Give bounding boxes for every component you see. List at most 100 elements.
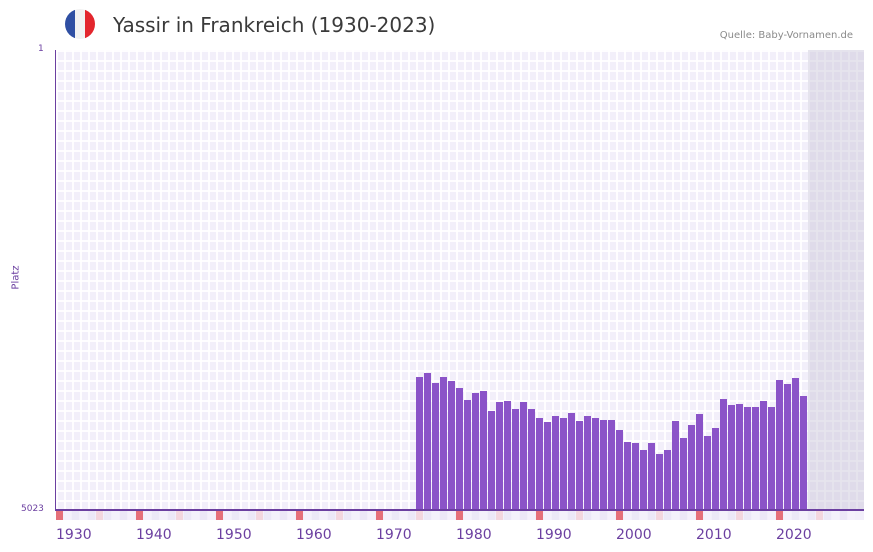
year-cell bbox=[232, 511, 239, 520]
y-axis-label: Platz bbox=[10, 265, 22, 290]
bar-2018[interactable] bbox=[760, 401, 767, 510]
year-cell bbox=[120, 511, 127, 520]
year-cell bbox=[488, 511, 495, 520]
year-cell bbox=[328, 511, 335, 520]
year-cell bbox=[600, 511, 607, 520]
decade-marker bbox=[616, 511, 623, 520]
half-decade-marker bbox=[256, 511, 263, 520]
bar-2009[interactable] bbox=[688, 425, 695, 510]
year-cell bbox=[344, 511, 351, 520]
bar-2020[interactable] bbox=[776, 380, 783, 510]
bar-2002[interactable] bbox=[632, 442, 639, 510]
bar-1978[interactable] bbox=[440, 377, 447, 510]
year-cell bbox=[272, 511, 279, 520]
year-cell bbox=[184, 511, 191, 520]
decade-marker bbox=[296, 511, 303, 520]
year-cell bbox=[704, 511, 711, 520]
year-cell bbox=[128, 511, 135, 520]
bar-2013[interactable] bbox=[720, 399, 727, 510]
bar-1985[interactable] bbox=[496, 402, 503, 510]
bar-1984[interactable] bbox=[488, 410, 495, 510]
year-cell bbox=[608, 511, 615, 520]
bar-2017[interactable] bbox=[752, 407, 759, 510]
bar-2008[interactable] bbox=[680, 438, 687, 510]
bar-2015[interactable] bbox=[736, 404, 743, 510]
year-cell bbox=[528, 511, 535, 520]
x-tick-label: 1970 bbox=[376, 527, 412, 543]
year-cell bbox=[632, 511, 639, 520]
year-cell bbox=[288, 511, 295, 520]
bar-1991[interactable] bbox=[544, 421, 551, 510]
half-decade-marker bbox=[96, 511, 103, 520]
bar-2022[interactable] bbox=[792, 378, 799, 510]
year-cell bbox=[80, 511, 87, 520]
bar-2023[interactable] bbox=[800, 395, 807, 510]
year-cell bbox=[264, 511, 271, 520]
bar-1979[interactable] bbox=[448, 381, 455, 510]
bar-1992[interactable] bbox=[552, 416, 559, 510]
bar-1977[interactable] bbox=[432, 382, 439, 510]
year-cell bbox=[552, 511, 559, 520]
bar-1993[interactable] bbox=[560, 418, 567, 510]
year-cell bbox=[392, 511, 399, 520]
half-decade-marker bbox=[176, 511, 183, 520]
bar-2000[interactable] bbox=[616, 430, 623, 510]
bar-2001[interactable] bbox=[624, 442, 631, 510]
bar-2021[interactable] bbox=[784, 383, 791, 510]
bar-2010[interactable] bbox=[696, 414, 703, 510]
bar-1988[interactable] bbox=[520, 402, 527, 510]
bar-2012[interactable] bbox=[712, 428, 719, 510]
bar-1994[interactable] bbox=[568, 413, 575, 510]
bar-1975[interactable] bbox=[416, 377, 423, 510]
bar-2003[interactable] bbox=[640, 450, 647, 510]
year-cell bbox=[784, 511, 791, 520]
bar-1990[interactable] bbox=[536, 418, 543, 510]
year-cell bbox=[144, 511, 151, 520]
year-cell bbox=[792, 511, 799, 520]
bar-1987[interactable] bbox=[512, 408, 519, 510]
year-cell bbox=[832, 511, 839, 520]
year-cell bbox=[800, 511, 807, 520]
year-cell bbox=[720, 511, 727, 520]
year-cell bbox=[64, 511, 71, 520]
year-cell bbox=[104, 511, 111, 520]
bar-2007[interactable] bbox=[672, 420, 679, 510]
year-cell bbox=[440, 511, 447, 520]
half-decade-marker bbox=[336, 511, 343, 520]
year-cell bbox=[712, 511, 719, 520]
bar-1995[interactable] bbox=[576, 420, 583, 510]
year-cell bbox=[320, 511, 327, 520]
bar-1999[interactable] bbox=[608, 419, 615, 510]
bar-1983[interactable] bbox=[480, 391, 487, 510]
year-cell bbox=[160, 511, 167, 520]
year-cell bbox=[624, 511, 631, 520]
year-cell bbox=[640, 511, 647, 520]
bar-2006[interactable] bbox=[664, 450, 671, 510]
bar-1997[interactable] bbox=[592, 418, 599, 510]
bar-1996[interactable] bbox=[584, 416, 591, 510]
bar-2005[interactable] bbox=[656, 453, 663, 510]
bar-1989[interactable] bbox=[528, 408, 535, 510]
bar-1998[interactable] bbox=[600, 419, 607, 510]
year-cell bbox=[824, 511, 831, 520]
bar-2004[interactable] bbox=[648, 442, 655, 510]
bar-1976[interactable] bbox=[424, 372, 431, 510]
x-tick-label: 1990 bbox=[536, 527, 572, 543]
year-cell bbox=[408, 511, 415, 520]
half-decade-marker bbox=[416, 511, 423, 520]
bar-1981[interactable] bbox=[464, 400, 471, 510]
x-tick-label: 1930 bbox=[56, 527, 92, 543]
bar-2016[interactable] bbox=[744, 407, 751, 510]
year-cell bbox=[584, 511, 591, 520]
bar-2011[interactable] bbox=[704, 436, 711, 510]
bar-1986[interactable] bbox=[504, 401, 511, 510]
year-cell bbox=[744, 511, 751, 520]
bar-1982[interactable] bbox=[472, 393, 479, 510]
bar-1980[interactable] bbox=[456, 388, 463, 510]
bar-2014[interactable] bbox=[728, 405, 735, 510]
year-cell bbox=[848, 511, 855, 520]
year-cell bbox=[560, 511, 567, 520]
year-cell bbox=[464, 511, 471, 520]
bar-2019[interactable] bbox=[768, 407, 775, 510]
year-cell bbox=[520, 511, 527, 520]
